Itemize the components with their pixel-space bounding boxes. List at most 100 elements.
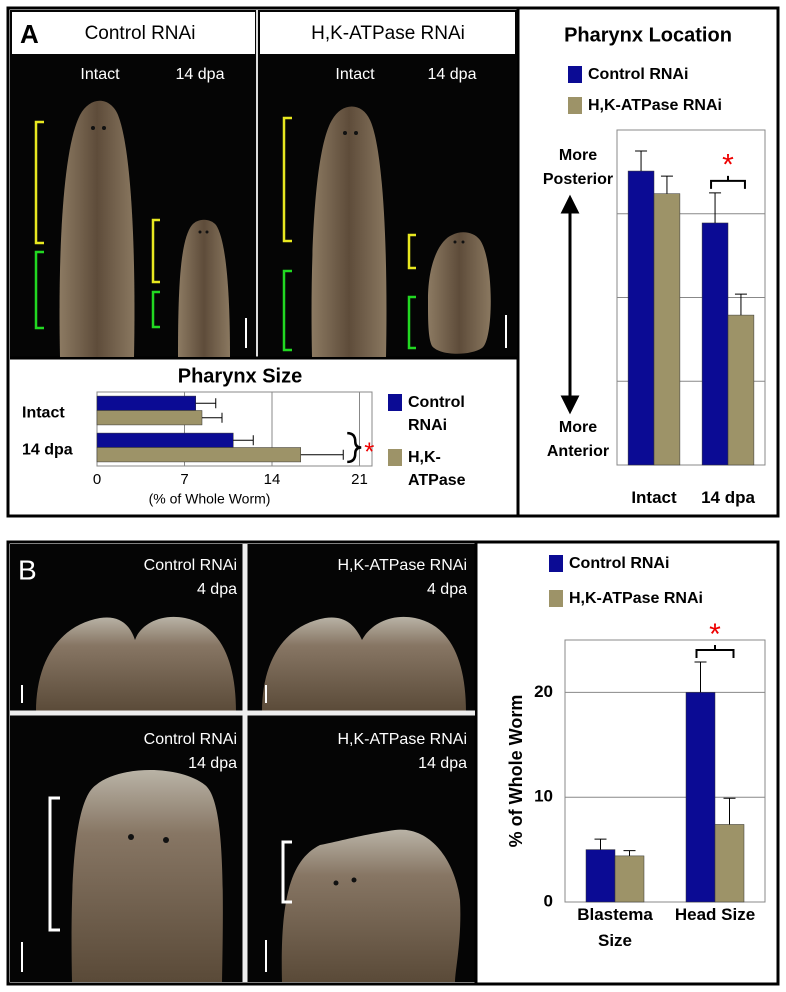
legend-label: H,K-ATPase RNAi xyxy=(408,449,466,489)
stage-label: Intact xyxy=(80,66,120,83)
eyes xyxy=(128,834,357,886)
legend-swatch xyxy=(568,66,582,83)
photo-stage: 4 dpa xyxy=(427,581,467,598)
bar xyxy=(614,855,645,903)
bar xyxy=(96,447,301,463)
x-axis-title: (% of Whole Worm) xyxy=(149,491,271,507)
stage-label: Intact xyxy=(335,66,375,83)
bar xyxy=(585,849,616,903)
significance-mark: * xyxy=(722,149,734,182)
legend-swatch xyxy=(549,590,563,607)
y-axis-title: % of Whole Worm xyxy=(506,695,526,848)
error-bar xyxy=(623,850,636,856)
photo-title: Control RNAi xyxy=(144,731,237,748)
photo-title: H,K-ATPase RNAi xyxy=(337,557,467,574)
bar xyxy=(685,692,716,903)
chart-title: Pharynx Location xyxy=(564,24,732,46)
x-tick-label-box: Blastema Size xyxy=(577,905,653,950)
bar xyxy=(96,432,234,448)
x-tick-label: 14 dpa xyxy=(701,488,755,507)
bar xyxy=(701,222,729,466)
legend-label: Control RNAi xyxy=(569,555,670,572)
photo-stage: 14 dpa xyxy=(188,755,237,772)
stage-label: 14 dpa xyxy=(428,66,477,83)
worm xyxy=(59,100,135,357)
error-bar xyxy=(734,293,747,316)
panel-label: B xyxy=(18,554,37,585)
photo-title: Control RNAi xyxy=(144,557,237,574)
significance-bracket xyxy=(710,175,746,189)
stage-label: 14 dpa xyxy=(176,66,225,83)
x-tick-label-box: Intact xyxy=(631,488,677,507)
x-tick-label: 14 xyxy=(264,471,281,488)
y-tick-label: 20 xyxy=(534,682,553,701)
photo-title: Control RNAi xyxy=(85,23,196,44)
error-bar xyxy=(709,192,722,223)
worm-head xyxy=(262,616,466,712)
x-tick-label: 0 xyxy=(93,471,101,488)
legend-swatch xyxy=(549,555,563,572)
legend-label-box: Control RNAi xyxy=(588,66,689,83)
worm-head xyxy=(71,770,223,982)
worm xyxy=(178,219,230,357)
y-end-label-box: More Anterior xyxy=(546,419,610,460)
x-tick-label: 21 xyxy=(351,471,368,488)
y-tick-label: 10 xyxy=(534,787,553,806)
x-tick-label-box: 14 dpa xyxy=(701,488,755,507)
error-bar xyxy=(594,838,607,850)
error-bar xyxy=(694,661,707,693)
legend-label: Control RNAi xyxy=(408,394,465,434)
legend-swatch xyxy=(388,449,402,466)
y-tick-label: 0 xyxy=(544,891,553,910)
significance-bracket xyxy=(695,645,735,659)
bar xyxy=(727,314,755,466)
y-end-label: More Posterior xyxy=(542,147,614,188)
bar xyxy=(714,824,745,903)
y-tick-label: 14 dpa xyxy=(22,442,73,459)
error-bar xyxy=(195,398,217,409)
x-tick-label-box: Head Size xyxy=(674,905,756,924)
scale-bars xyxy=(21,685,267,972)
y-end-label-box: More Posterior xyxy=(542,147,614,188)
legend-swatch xyxy=(388,394,402,411)
error-bar xyxy=(660,175,673,194)
scale-bars xyxy=(245,315,507,348)
photo-stage: 14 dpa xyxy=(418,755,467,772)
eyes xyxy=(91,126,465,244)
significance-mark: * xyxy=(709,618,721,651)
legend-label-box: Control RNAi xyxy=(408,394,465,434)
error-bar xyxy=(723,797,736,825)
photo-title: H,K-ATPase RNAi xyxy=(311,23,465,44)
legend-label: H,K-ATPase RNAi xyxy=(569,590,703,607)
legend-label-box: H,K-ATPase RNAi xyxy=(569,590,703,607)
worm-head xyxy=(281,829,461,982)
worm xyxy=(428,232,491,354)
panel-label: A xyxy=(20,19,39,49)
brackets xyxy=(34,116,416,352)
x-tick-label: 7 xyxy=(180,471,188,488)
title-box xyxy=(260,12,515,54)
title-box xyxy=(12,12,255,54)
brackets xyxy=(48,796,292,932)
legend-swatch xyxy=(568,97,582,114)
bar xyxy=(96,395,196,411)
worm-head xyxy=(36,616,236,712)
chart-title: Pharynx Size xyxy=(178,365,303,387)
y-end-label: More Anterior xyxy=(546,419,610,460)
legend-label-box: H,K-ATPase RNAi xyxy=(588,97,722,114)
legend-label: H,K-ATPase RNAi xyxy=(588,97,722,114)
legend-label-box: H,K-ATPase RNAi xyxy=(408,449,466,489)
bar xyxy=(653,193,681,466)
bar xyxy=(96,410,203,426)
x-tick-label: Intact xyxy=(631,488,677,507)
worm xyxy=(311,106,387,357)
y-tick-label: Intact xyxy=(22,405,65,422)
legend-label: Control RNAi xyxy=(588,66,689,83)
error-bar xyxy=(300,449,344,460)
x-tick-label: Head Size xyxy=(674,905,756,924)
significance-mark: * xyxy=(364,436,374,466)
legend-label-box: Control RNAi xyxy=(569,555,670,572)
photo-title: H,K-ATPase RNAi xyxy=(337,731,467,748)
